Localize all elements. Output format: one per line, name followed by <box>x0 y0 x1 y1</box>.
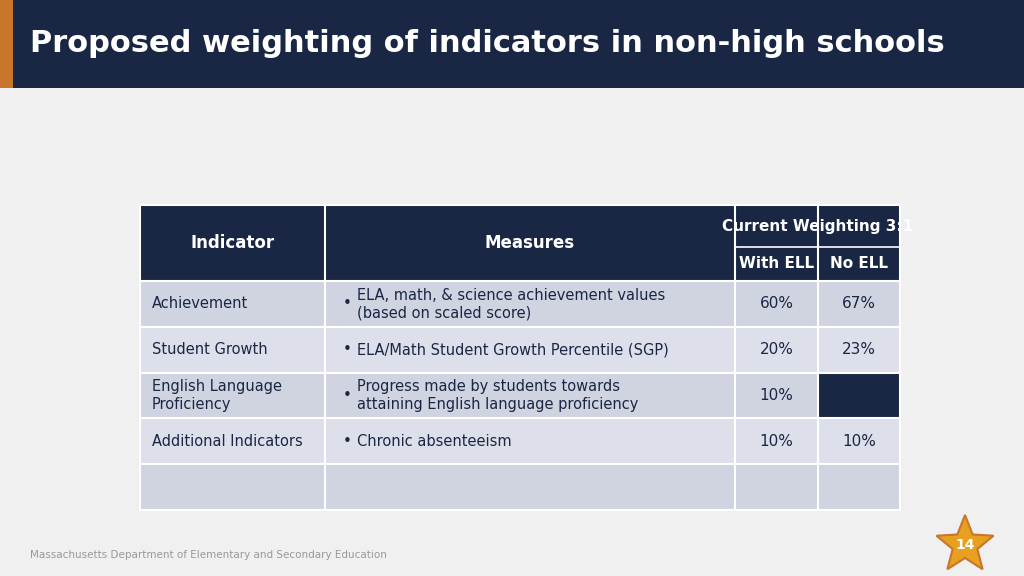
FancyBboxPatch shape <box>140 247 900 281</box>
Text: •: • <box>343 342 352 357</box>
FancyBboxPatch shape <box>325 327 735 373</box>
FancyBboxPatch shape <box>735 281 818 327</box>
FancyBboxPatch shape <box>735 464 818 510</box>
FancyBboxPatch shape <box>735 418 818 464</box>
Text: 10%: 10% <box>842 434 876 449</box>
FancyBboxPatch shape <box>140 327 325 373</box>
Text: 23%: 23% <box>842 342 876 357</box>
Text: 14: 14 <box>955 538 975 552</box>
FancyBboxPatch shape <box>735 373 818 418</box>
Text: Additional Indicators: Additional Indicators <box>152 434 303 449</box>
Text: Progress made by students towards
attaining English language proficiency: Progress made by students towards attain… <box>357 380 638 412</box>
FancyBboxPatch shape <box>140 205 900 247</box>
Text: Current Weighting 3:1: Current Weighting 3:1 <box>722 218 913 233</box>
FancyBboxPatch shape <box>140 281 325 327</box>
FancyBboxPatch shape <box>325 464 735 510</box>
Text: 60%: 60% <box>760 297 794 312</box>
Text: •: • <box>343 388 352 403</box>
FancyBboxPatch shape <box>818 418 900 464</box>
Text: Chronic absenteeism: Chronic absenteeism <box>357 434 512 449</box>
Text: 10%: 10% <box>760 434 794 449</box>
Text: ELA, math, & science achievement values
(based on scaled score): ELA, math, & science achievement values … <box>357 287 666 320</box>
Text: Achievement: Achievement <box>152 297 248 312</box>
FancyBboxPatch shape <box>818 464 900 510</box>
Text: Proposed weighting of indicators in non-high schools: Proposed weighting of indicators in non-… <box>30 29 945 59</box>
FancyBboxPatch shape <box>818 373 900 418</box>
FancyBboxPatch shape <box>818 281 900 327</box>
Text: With ELL: With ELL <box>739 256 814 271</box>
FancyBboxPatch shape <box>0 0 1024 88</box>
Text: 10%: 10% <box>760 388 794 403</box>
Text: Student Growth: Student Growth <box>152 342 267 357</box>
FancyBboxPatch shape <box>735 327 818 373</box>
FancyBboxPatch shape <box>325 281 735 327</box>
FancyBboxPatch shape <box>140 373 325 418</box>
Text: 67%: 67% <box>842 297 876 312</box>
FancyBboxPatch shape <box>140 418 325 464</box>
Text: •: • <box>343 434 352 449</box>
FancyBboxPatch shape <box>325 418 735 464</box>
Text: No ELL: No ELL <box>830 256 888 271</box>
FancyBboxPatch shape <box>325 373 735 418</box>
FancyBboxPatch shape <box>818 327 900 373</box>
Polygon shape <box>937 515 993 569</box>
FancyBboxPatch shape <box>0 0 13 88</box>
Text: 20%: 20% <box>760 342 794 357</box>
Text: Massachusetts Department of Elementary and Secondary Education: Massachusetts Department of Elementary a… <box>30 550 387 560</box>
Text: Measures: Measures <box>485 234 575 252</box>
Text: English Language
Proficiency: English Language Proficiency <box>152 380 282 412</box>
Text: •: • <box>343 297 352 312</box>
FancyBboxPatch shape <box>140 464 325 510</box>
Text: ELA/Math Student Growth Percentile (SGP): ELA/Math Student Growth Percentile (SGP) <box>357 342 669 357</box>
Text: Indicator: Indicator <box>190 234 274 252</box>
